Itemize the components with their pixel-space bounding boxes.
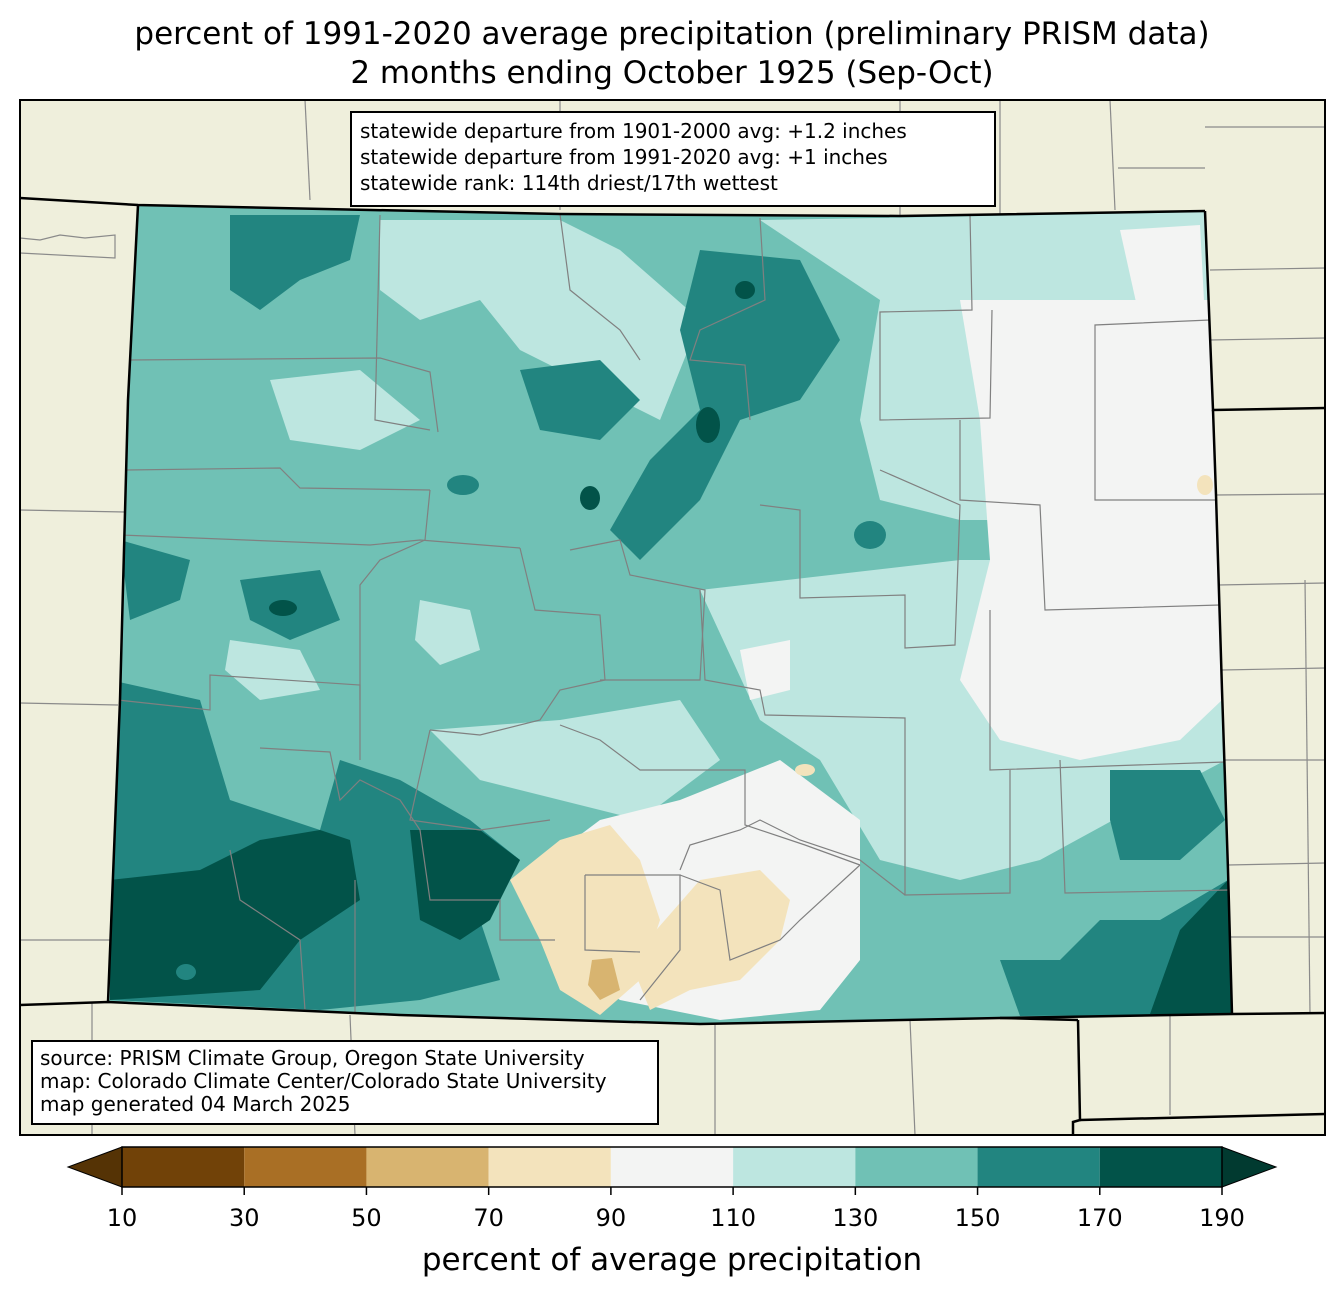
- colorbar-segment: [977, 1147, 1100, 1187]
- colorbar-tick-label: 70: [473, 1204, 504, 1232]
- colorbar-tick-label: 10: [106, 1204, 138, 1232]
- colorbar-segment: [733, 1147, 856, 1187]
- map-title-line1: percent of 1991-2020 average precipitati…: [134, 16, 1210, 52]
- stats-rank: statewide rank: 114th driest/17th wettes…: [360, 171, 778, 195]
- county-lines: [117, 213, 1231, 1015]
- map-credit-line: map: Colorado Climate Center/Colorado St…: [40, 1069, 607, 1093]
- colorbar-tick-label: 50: [351, 1204, 382, 1232]
- colorbar-tick-label: 150: [954, 1204, 1001, 1232]
- source-line: source: PRISM Climate Group, Oregon Stat…: [40, 1046, 585, 1070]
- colorbar: [66, 1146, 1278, 1195]
- colorbar-segment: [855, 1147, 978, 1187]
- map-generated-line: map generated 04 March 2025: [40, 1092, 351, 1116]
- state-boundaries: [20, 196, 1325, 1135]
- colorbar-tick-label: 130: [832, 1204, 879, 1232]
- colorbar-over-arrow: [1221, 1146, 1278, 1188]
- colorbar-tick-label: 170: [1076, 1204, 1123, 1232]
- colorbar-tick-label: 90: [595, 1204, 627, 1232]
- colorbar-segment: [122, 1147, 245, 1187]
- colorbar-segment: [488, 1147, 611, 1187]
- colorbar-outline: [121, 1146, 1223, 1188]
- colorbar-segment: [610, 1147, 734, 1187]
- stats-departure-1991-2020: statewide departure from 1991-2020 avg: …: [360, 145, 888, 169]
- colorbar-segment: [244, 1147, 367, 1187]
- statewide-stats-box: statewide departure from 1901-2000 avg: …: [350, 111, 996, 207]
- map-title-line2: 2 months ending October 1925 (Sep-Oct): [350, 55, 994, 91]
- colorbar-under-arrow: [66, 1146, 123, 1188]
- colorbar-segment: [1099, 1147, 1222, 1187]
- colorbar-segment: [366, 1147, 489, 1187]
- map-frame: [19, 99, 1326, 1136]
- colorbar-tick-label: 110: [710, 1204, 757, 1232]
- colorbar-tick-label: 190: [1199, 1204, 1245, 1232]
- source-box: source: PRISM Climate Group, Oregon Stat…: [31, 1040, 659, 1125]
- colorbar-tick-label: 30: [228, 1204, 260, 1232]
- precipitation-field: [108, 205, 1232, 1024]
- colorbar-title: percent of average precipitation: [421, 1242, 923, 1278]
- stats-departure-1901-2000: statewide departure from 1901-2000 avg: …: [360, 119, 907, 143]
- neighbor-county-lines: [20, 100, 1325, 1135]
